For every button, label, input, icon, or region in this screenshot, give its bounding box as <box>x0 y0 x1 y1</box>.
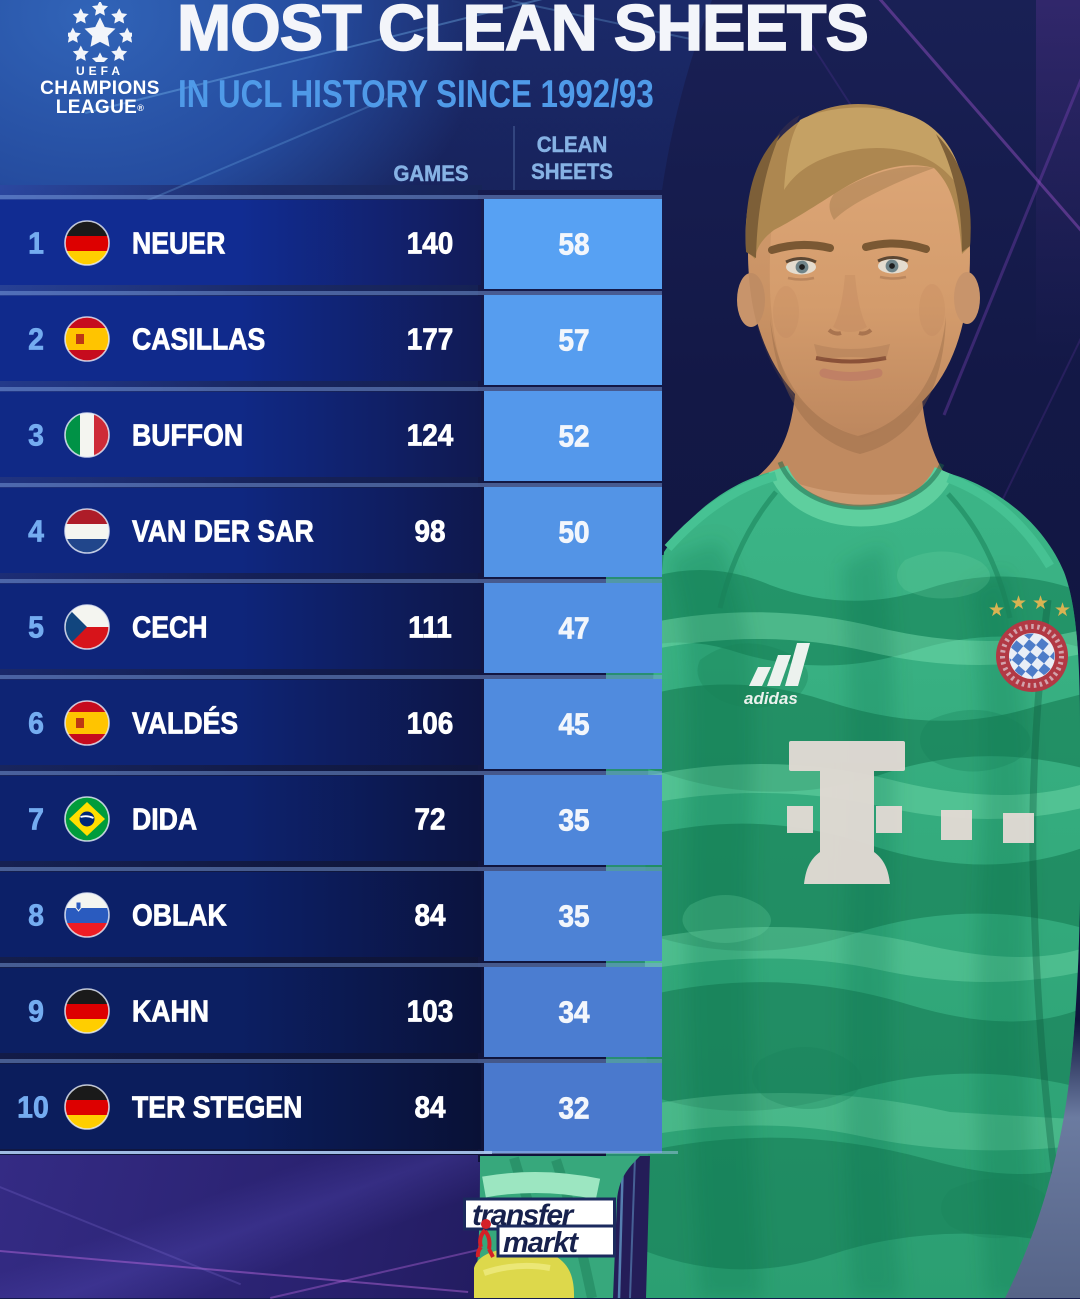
svg-text:★: ★ <box>1010 593 1027 614</box>
svg-text:★: ★ <box>988 600 1005 621</box>
svg-text:adidas: adidas <box>744 689 798 708</box>
svg-text:★: ★ <box>1054 600 1071 621</box>
svg-text:★: ★ <box>1032 593 1049 614</box>
svg-text:markt: markt <box>503 1227 579 1259</box>
